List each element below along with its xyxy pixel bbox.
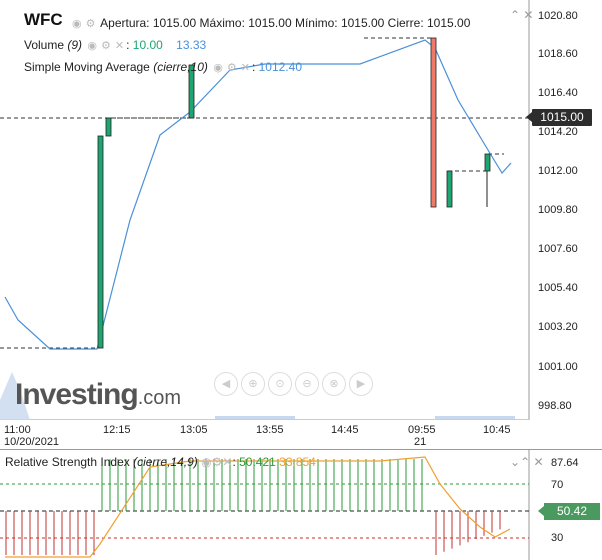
scroll-right-icon[interactable]: ▶ [349,372,373,396]
zoom-in-icon[interactable]: ⊕ [241,372,265,396]
gear-icon[interactable]: ⚙ [85,18,96,30]
rsi-signal-line [5,456,511,558]
current-price-badge: 1015.00 [526,109,592,126]
candles [97,37,491,349]
chevron-down-icon[interactable]: ⌄ [510,455,521,469]
ohlc-text: Apertura: 1015.00 Máximo: 1015.00 Mínimo… [100,16,471,30]
candle [105,117,112,137]
scroll-left-icon[interactable]: ◀ [214,372,238,396]
close-icon[interactable]: ✕ [222,455,233,469]
volume-legend: Volume (9) ◉ ⚙ ✕: 10.00 13.33 [24,38,207,52]
rsi-chart[interactable] [0,449,602,560]
candle [97,135,104,349]
close-icon[interactable]: ✕ [523,8,534,22]
sma-line [4,39,512,350]
close-icon[interactable]: ✕ [533,455,544,469]
ohlc-legend: ◉ ⚙ Apertura: 1015.00 Máximo: 1015.00 Mín… [70,16,470,30]
eye-icon[interactable]: ◉ [72,18,82,30]
ticker-symbol: WFC [24,10,63,29]
fit-icon[interactable]: ⊗ [322,372,346,396]
gear-icon[interactable]: ⚙ [211,455,223,469]
close-icon[interactable]: ✕ [114,40,125,52]
chevron-up-icon[interactable]: ⌃ [520,455,531,469]
reset-icon[interactable]: ⊙ [268,372,292,396]
rsi-histogram [5,459,501,555]
window-controls: ⌃ ✕ [510,8,533,22]
sma-legend: Simple Moving Average (cierre,10) ◉ ⚙ ✕: 1… [24,60,302,74]
price-chart[interactable] [0,0,530,420]
candle [188,64,195,119]
rsi-current-badge: 50.42 [538,503,600,520]
candle [446,170,453,208]
close-icon[interactable]: ✕ [240,62,250,74]
chevron-up-icon[interactable]: ⌃ [510,8,521,22]
eye-icon[interactable]: ◉ [201,455,212,469]
investing-logo: Investing.com [15,378,182,411]
chart-navigation: ◀ ⊕ ⊙ ⊖ ⊗ ▶ [214,372,404,400]
gear-icon[interactable]: ⚙ [226,62,237,74]
eye-icon[interactable]: ◉ [87,40,97,52]
zoom-out-icon[interactable]: ⊖ [295,372,319,396]
rsi-window-controls: ⌄⌃ ✕ [510,455,544,469]
candle [484,153,491,172]
gear-icon[interactable]: ⚙ [101,40,111,52]
rsi-legend: Relative Strength Index (cierre,14,9) ◉⚙… [5,455,316,469]
eye-icon[interactable]: ◉ [213,62,223,74]
candle [430,37,437,208]
